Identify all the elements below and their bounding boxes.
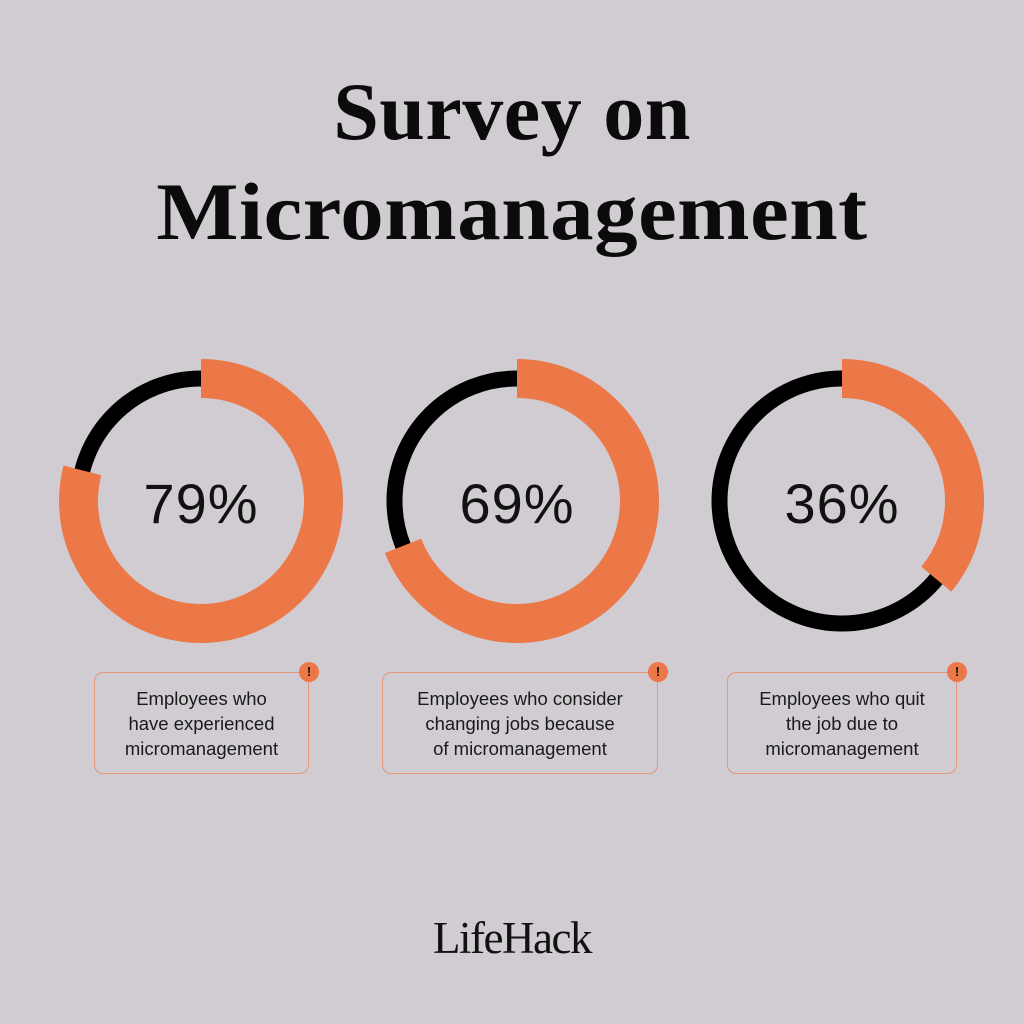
donut-ring-3	[700, 359, 984, 643]
percent-value: 36%	[784, 471, 900, 535]
alert-icon: !	[299, 662, 319, 682]
alert-icon: !	[648, 662, 668, 682]
title-line-1: Survey on	[333, 66, 691, 157]
stat-label: Employees who quit the job due to microm…	[759, 687, 925, 759]
donut-ring-1	[59, 359, 343, 643]
donut-ring-2	[375, 359, 659, 643]
donut-chart-experienced: 79%	[55, 355, 347, 647]
title-line-2: Micromanagement	[156, 166, 868, 257]
donut-chart-consider-changing: 69%	[371, 355, 663, 647]
donut-chart-quit: 36%	[696, 355, 988, 647]
alert-icon: !	[947, 662, 967, 682]
percent-value: 69%	[459, 471, 575, 535]
stat-label: Employees who have experienced micromana…	[124, 687, 279, 759]
stat-label-box-1: Employees who have experienced micromana…	[94, 662, 319, 774]
stat-label: Employees who consider changing jobs bec…	[417, 687, 623, 759]
stat-label-box-3: Employees who quit the job due to microm…	[727, 662, 967, 774]
percent-value: 79%	[143, 471, 259, 535]
brand-logo: LifeHack	[433, 913, 592, 963]
stat-label-box-2: Employees who consider changing jobs bec…	[382, 662, 668, 774]
page-title: Survey on Micromanagement	[0, 62, 1024, 262]
